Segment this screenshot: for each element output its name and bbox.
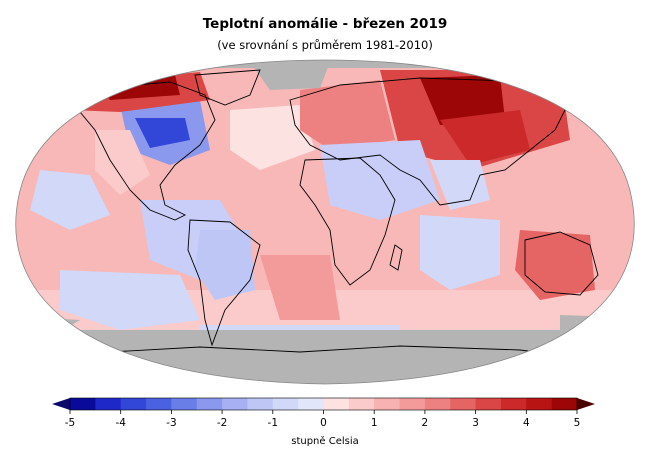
legend-swatch (272, 398, 299, 410)
legend-swatch (70, 398, 96, 410)
legend-swatch (348, 398, 375, 410)
legend-swatch (450, 398, 477, 410)
legend-unit-label: stupně Celsia (291, 436, 359, 447)
legend-swatch (475, 398, 502, 410)
legend-swatch (500, 398, 527, 410)
legend-ticks: -5 -4 -3 -2 -1 0 1 2 3 4 5 (65, 410, 581, 429)
anomaly-patch (95, 130, 150, 195)
legend-tick-label: 1 (371, 417, 378, 429)
no-data-area (250, 62, 330, 90)
legend-swatch (298, 398, 324, 410)
globe-border (15, 59, 635, 385)
legend-swatch (323, 398, 350, 410)
legend-swatch (399, 398, 426, 410)
greenland-outline (194, 69, 261, 106)
legend-swatch (247, 398, 274, 410)
map-title: Teplotní anomálie - březen 2019 (202, 16, 448, 32)
legend-extreme-low (52, 398, 70, 410)
legend-swatch (171, 398, 198, 410)
anomaly-patch (260, 255, 340, 320)
legend-swatch (196, 398, 223, 410)
legend-tick-label: -5 (65, 417, 75, 429)
legend-swatch (95, 398, 122, 410)
south-america-outline (187, 219, 261, 347)
anomaly-field (15, 60, 635, 384)
legend-tick-label: 3 (472, 417, 479, 429)
legend-tick-label: -3 (166, 417, 176, 429)
anomaly-patch (230, 105, 315, 170)
north-america-outline (69, 81, 216, 221)
anomaly-patch (135, 118, 190, 148)
map-subtitle: (ve srovnání s průměrem 1981-2010) (217, 38, 433, 52)
legend-tick-label: -2 (217, 417, 227, 429)
anomaly-patch (195, 230, 255, 300)
legend-tick-label: 5 (574, 417, 581, 429)
legend-extreme-high (577, 398, 595, 410)
legend-tick-label: 4 (523, 417, 530, 429)
africa-outline (299, 157, 396, 286)
legend-swatch (374, 398, 401, 410)
anomaly-patch (440, 110, 530, 165)
legend-swatch (424, 398, 451, 410)
legend-tick-label: -1 (268, 417, 278, 429)
anomaly-patch (420, 215, 500, 290)
anomaly-patch (60, 270, 200, 330)
anomaly-patch (320, 140, 440, 220)
legend-swatch (526, 398, 553, 410)
anomaly-patch (300, 80, 395, 150)
legend-tick-label: 2 (422, 417, 429, 429)
legend-tick-label: -4 (115, 417, 126, 429)
anomaly-patch (30, 170, 110, 230)
australia-outline (524, 231, 599, 296)
legend-swatch (551, 398, 578, 410)
anomaly-patch (515, 230, 595, 300)
madagascar-outline (389, 244, 403, 271)
legend-swatch (120, 398, 147, 410)
anomaly-patch (430, 160, 490, 210)
legend-swatches (52, 397, 595, 411)
legend-swatch (222, 398, 248, 410)
antarctica-outline (109, 345, 561, 356)
legend-swatch (146, 398, 172, 410)
legend-tick-label: 0 (320, 417, 327, 429)
anomaly-patch (420, 75, 505, 125)
